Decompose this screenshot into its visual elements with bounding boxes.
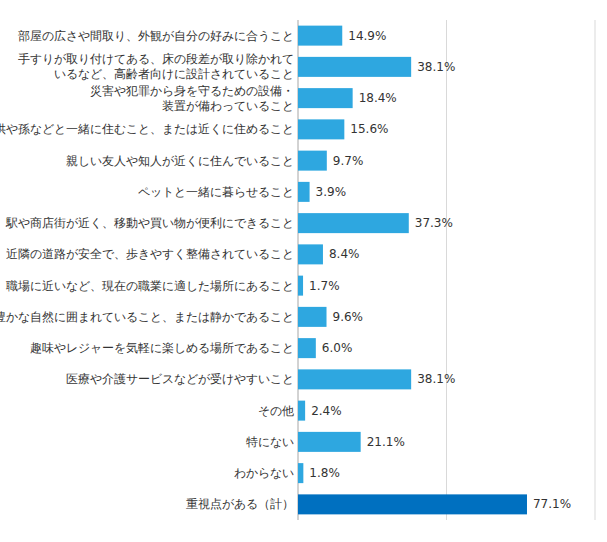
data-label: 1.7% [309,279,340,293]
category-label: 医療や介護サービスなどが受けやすいこと [66,372,294,386]
bar [298,432,361,452]
data-label: 18.4% [359,91,397,105]
grid-line [446,20,447,520]
category-label: 重視点がある（計） [186,497,294,511]
category-label: 趣味やレジャーを気軽に楽しめる場所であること [30,341,294,355]
bar [298,182,310,202]
category-label: わからない [234,466,294,480]
bar [298,276,303,296]
data-label: 9.7% [333,154,364,168]
category-label: 災害や犯罪から身を守るための設備・装置が備わっていること [90,84,294,113]
bar [298,307,327,327]
category-label: 手すりが取り付けてある、床の段差が取り除かれているなど、高齢者向けに設計されてい… [18,52,294,81]
bars [298,26,527,515]
data-label: 21.1% [367,435,405,449]
bar [298,57,411,77]
bar [298,213,409,233]
chart: 部屋の広さや間取り、外観が自分の好みに合うこと手すりが取り付けてある、床の段差が… [0,0,607,542]
category-label: 駅や商店街が近く、移動や買い物が便利にできること [5,216,294,230]
data-label: 77.1% [533,497,571,511]
bar [298,401,305,421]
data-label: 15.6% [350,122,388,136]
category-label: 職場に近いなど、現在の職業に適した場所にあること [6,279,294,293]
category-label: 親しい友人や知人が近くに住んでいること [66,154,294,168]
bar [298,151,327,171]
category-label: 近隣の道路が安全で、歩きやすく整備されていること [6,247,294,261]
bar [298,463,303,483]
data-label: 8.4% [329,247,360,261]
bar [298,494,527,514]
bar [298,119,344,139]
data-label: 2.4% [311,404,342,418]
category-label: 豊かな自然に囲まれていること、または静かであること [0,310,294,324]
data-label: 1.8% [309,466,340,480]
bar [298,244,323,264]
grid-line [595,20,596,520]
data-label: 14.9% [348,29,386,43]
data-label: 38.1% [417,60,455,74]
category-label: 部屋の広さや間取り、外観が自分の好みに合うこと [18,29,294,43]
category-label: 特にない [246,435,294,449]
data-label: 37.3% [415,216,453,230]
data-label: 3.9% [316,185,347,199]
bar [298,369,411,389]
bar [298,338,316,358]
category-label: 子供や孫などと一緒に住むこと、または近くに住めること [0,122,294,136]
data-label: 6.0% [322,341,353,355]
category-label: ペットと一緒に暮らせること [138,185,294,199]
bar [298,88,353,108]
category-label: その他 [258,404,294,418]
data-label: 38.1% [417,372,455,386]
bar [298,26,342,46]
data-label: 9.6% [333,310,364,324]
